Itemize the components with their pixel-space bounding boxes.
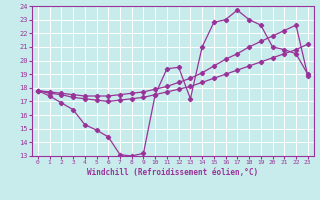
X-axis label: Windchill (Refroidissement éolien,°C): Windchill (Refroidissement éolien,°C) [87, 168, 258, 177]
